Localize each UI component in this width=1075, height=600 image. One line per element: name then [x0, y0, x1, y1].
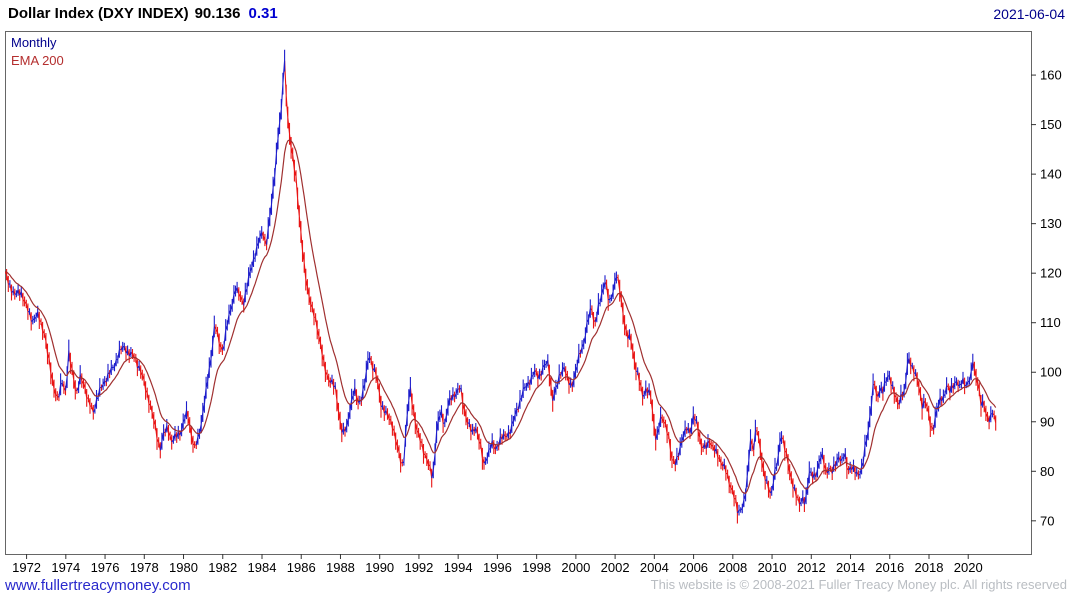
x-tick-label: 2014: [836, 560, 865, 575]
x-tick-label: 2020: [954, 560, 983, 575]
y-tick-label: 160: [1040, 68, 1062, 83]
price-down-bars: [5, 60, 997, 524]
y-axis: 70 80 90 100 110 120 130 140 150 160: [1031, 68, 1062, 528]
series-layer: [5, 49, 997, 524]
ema-line: [5, 139, 997, 494]
last-price: 90.136: [194, 5, 241, 22]
page-title: Dollar Index (DXY INDEX): [8, 5, 189, 22]
footer-link[interactable]: www.fullertreacymoney.com: [5, 577, 191, 594]
x-axis: 1972 1974 1976 1978 1980 1982 1984 1986 1988 1990…: [12, 554, 983, 575]
plot-border: [5, 31, 1032, 555]
x-tick-label: 1994: [444, 560, 473, 575]
y-tick-label: 70: [1040, 513, 1054, 528]
y-tick-label: 130: [1040, 216, 1062, 231]
x-tick-label: 1992: [404, 560, 433, 575]
x-tick-label: 1976: [91, 560, 120, 575]
y-tick-label: 100: [1040, 365, 1062, 380]
x-tick-label: 1982: [208, 560, 237, 575]
x-tick-label: 1986: [287, 560, 316, 575]
x-tick-label: 2006: [679, 560, 708, 575]
y-tick-label: 120: [1040, 266, 1062, 281]
y-tick-label: 90: [1040, 414, 1054, 429]
x-tick-label: 2012: [797, 560, 826, 575]
price-change: 0.31: [248, 5, 278, 22]
y-tick-label: 110: [1040, 315, 1061, 330]
y-tick-label: 150: [1040, 117, 1062, 132]
legend: Monthly EMA 200: [11, 34, 64, 70]
x-tick-label: 1972: [12, 560, 41, 575]
x-tick-label: 1984: [248, 560, 277, 575]
x-tick-label: 1978: [130, 560, 159, 575]
y-tick-label: 140: [1040, 167, 1062, 182]
x-tick-label: 2002: [601, 560, 630, 575]
header: Dollar Index (DXY INDEX) 90.136 0.31: [8, 5, 278, 22]
copyright-text: This website is © 2008-2021 Fuller Treac…: [650, 577, 1067, 592]
x-tick-label: 1980: [169, 560, 198, 575]
x-tick-label: 1996: [483, 560, 512, 575]
x-tick-label: 2004: [640, 560, 669, 575]
price-up-bars: [8, 49, 993, 516]
x-tick-label: 2018: [915, 560, 944, 575]
legend-timeframe: Monthly: [11, 35, 57, 50]
chart-date: 2021-06-04: [993, 6, 1065, 22]
x-tick-label: 1990: [365, 560, 394, 575]
x-tick-label: 1998: [522, 560, 551, 575]
y-tick-label: 80: [1040, 464, 1054, 479]
x-tick-label: 1988: [326, 560, 355, 575]
x-tick-label: 1974: [51, 560, 80, 575]
legend-ema: EMA 200: [11, 53, 64, 68]
x-tick-label: 2008: [718, 560, 747, 575]
x-tick-label: 2016: [875, 560, 904, 575]
x-tick-label: 2000: [561, 560, 590, 575]
x-tick-label: 2010: [758, 560, 787, 575]
